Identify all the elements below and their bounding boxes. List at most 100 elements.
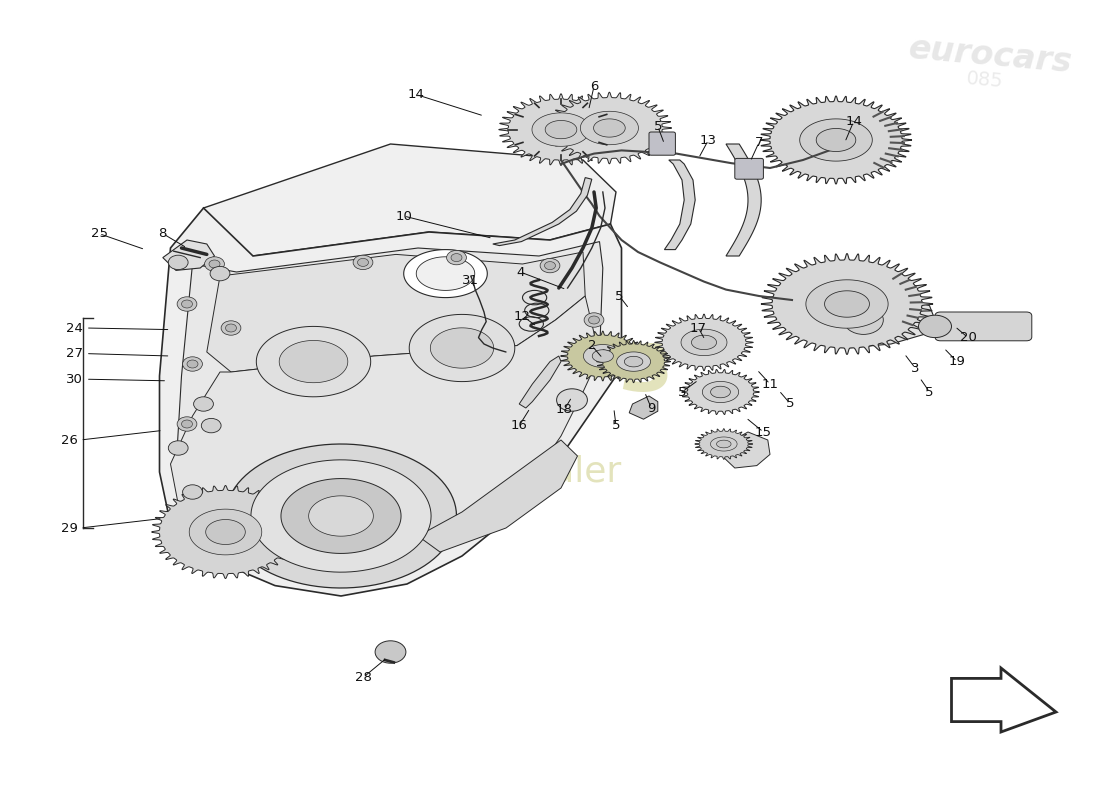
Circle shape [221,321,241,335]
Text: 5: 5 [925,386,934,398]
Ellipse shape [918,315,952,338]
Polygon shape [592,350,614,362]
Polygon shape [152,486,299,578]
Text: 12: 12 [514,310,531,322]
Polygon shape [404,250,487,298]
Text: 20: 20 [959,331,977,344]
Circle shape [183,485,202,499]
Text: 31: 31 [462,274,480,286]
Circle shape [168,255,188,270]
Circle shape [844,306,883,334]
Polygon shape [189,509,262,555]
Polygon shape [561,331,645,381]
Polygon shape [716,440,732,448]
FancyBboxPatch shape [649,132,675,155]
Text: 17: 17 [690,322,707,334]
Text: 18: 18 [556,403,573,416]
Circle shape [540,258,560,273]
FancyBboxPatch shape [735,158,763,179]
Polygon shape [256,326,371,397]
Text: 16: 16 [510,419,528,432]
Polygon shape [664,160,695,250]
Circle shape [182,300,192,308]
Circle shape [187,360,198,368]
Circle shape [353,255,373,270]
Polygon shape [952,668,1056,732]
Polygon shape [498,94,624,166]
Polygon shape [280,478,402,554]
Circle shape [226,324,236,332]
Circle shape [375,641,406,663]
Polygon shape [711,386,730,398]
Circle shape [451,254,462,262]
Circle shape [557,389,587,411]
Polygon shape [581,111,638,145]
Text: 30: 30 [66,373,82,386]
Polygon shape [251,460,431,572]
Circle shape [183,357,202,371]
Text: 4: 4 [516,266,525,278]
Polygon shape [309,496,373,536]
Polygon shape [617,352,650,371]
Text: 14: 14 [845,115,862,128]
Polygon shape [418,440,578,552]
Polygon shape [703,382,739,402]
Text: 5: 5 [612,419,620,432]
Text: 5: 5 [653,120,662,133]
Polygon shape [519,356,561,408]
Polygon shape [654,314,754,370]
Polygon shape [583,345,623,367]
Polygon shape [207,252,585,372]
FancyBboxPatch shape [935,312,1032,341]
Polygon shape [724,432,770,468]
Text: 7: 7 [755,136,763,149]
Text: 13: 13 [700,134,717,146]
Polygon shape [800,119,872,161]
Text: 25: 25 [90,227,108,240]
Text: 5: 5 [785,397,794,410]
Text: eurocars: eurocars [906,32,1074,80]
Polygon shape [816,129,856,151]
Text: 3: 3 [911,362,920,374]
Text: 24: 24 [66,322,82,334]
Polygon shape [726,144,761,256]
Polygon shape [176,242,603,580]
Text: 26: 26 [60,434,77,446]
Circle shape [182,420,192,428]
Polygon shape [681,330,727,355]
Polygon shape [170,296,600,574]
Text: 11: 11 [761,378,779,390]
Circle shape [358,258,368,266]
Polygon shape [629,396,658,419]
Circle shape [210,266,230,281]
Text: 15: 15 [755,426,772,438]
Polygon shape [409,314,515,382]
Text: 085: 085 [965,69,1004,91]
Polygon shape [546,121,576,138]
Text: 28: 28 [354,671,372,684]
Circle shape [194,397,213,411]
Text: 2: 2 [587,339,596,352]
Polygon shape [825,291,869,317]
Text: 29: 29 [60,522,77,534]
Polygon shape [493,178,592,246]
Polygon shape [625,356,642,367]
Polygon shape [226,444,456,588]
Circle shape [205,257,224,271]
Circle shape [168,441,188,455]
Polygon shape [416,257,475,290]
Circle shape [177,297,197,311]
Text: 27: 27 [66,347,82,360]
Text: a maserati dealer: a maserati dealer [302,455,622,489]
Circle shape [588,316,600,324]
Text: 10: 10 [395,210,412,222]
Polygon shape [163,240,214,270]
Text: 5: 5 [678,386,686,398]
Polygon shape [806,280,888,328]
Polygon shape [692,335,716,350]
Polygon shape [279,341,348,382]
Text: 9: 9 [647,402,656,414]
Text: 5: 5 [615,290,624,302]
Polygon shape [204,144,616,256]
Circle shape [544,262,556,270]
